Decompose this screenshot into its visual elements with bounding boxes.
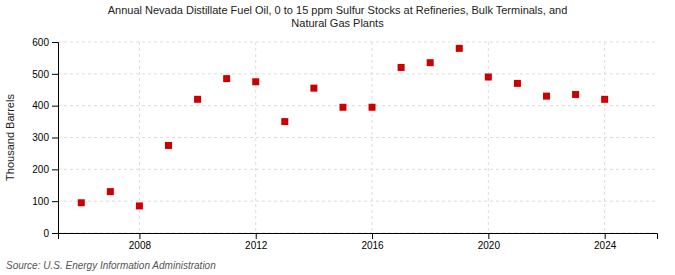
x-axis-tick-label: 2008: [129, 240, 152, 251]
y-axis-tick: 0: [43, 228, 58, 239]
point: [514, 80, 521, 87]
grid-line-y: [58, 201, 657, 202]
x-axis-tick-label: 2012: [245, 240, 268, 251]
grid-line-y: [58, 105, 657, 106]
y-axis-tick: 600: [32, 37, 58, 48]
grid-line-x: [255, 42, 256, 233]
y-axis-tick: 200: [32, 164, 58, 175]
grid-line-y: [58, 73, 657, 74]
title: Annual Nevada Distillate Fuel Oil, 0 to …: [108, 4, 568, 29]
x-axis-tick-mark: [372, 233, 373, 239]
title-line: Natural Gas Plants: [291, 17, 384, 29]
point: [136, 202, 143, 209]
point: [601, 96, 608, 103]
point: [107, 188, 114, 195]
x-axis-tick: 2024: [594, 233, 617, 251]
point: [78, 199, 85, 206]
point: [485, 74, 492, 81]
y-axis-tick-mark: [52, 233, 58, 234]
grid-line-x: [604, 42, 605, 233]
source: Source: U.S. Energy Information Administ…: [6, 260, 216, 271]
point: [281, 118, 288, 125]
chart-container: Annual Nevada Distillate Fuel Oil, 0 to …: [0, 0, 675, 275]
point: [369, 104, 376, 111]
x-axis-tick-label: 2020: [478, 240, 501, 251]
y-axis: 0 100 200 300 400 500 600: [32, 37, 58, 239]
grid-line-x: [372, 42, 373, 233]
y-axis-tick-mark: [52, 201, 58, 202]
grid: [58, 42, 657, 233]
x-axis-tick-mark: [605, 233, 606, 239]
x-axis-tick-label: 2024: [594, 240, 617, 251]
chart-svg: Annual Nevada Distillate Fuel Oil, 0 to …: [0, 0, 675, 275]
y-axis-tick-mark: [52, 42, 58, 43]
y-axis-tick-mark: [52, 169, 58, 170]
point: [165, 142, 172, 149]
x-axis-tick-label: 2016: [361, 240, 384, 251]
point: [194, 96, 201, 103]
point: [456, 45, 463, 52]
y-axis-tick-label: 500: [32, 69, 49, 80]
y-axis-tick-mark: [52, 74, 58, 75]
points: [78, 45, 608, 210]
x-axis-tick-mark: [256, 233, 257, 239]
x-axis-tick-mark: [139, 233, 140, 239]
y-axis-tick-label: 200: [32, 164, 49, 175]
y-axis-tick-label: 400: [32, 100, 49, 111]
grid-line-y: [58, 42, 657, 43]
point: [339, 104, 346, 111]
grid-line-y: [58, 169, 657, 170]
y-axis-tick-label: 100: [32, 196, 49, 207]
grid-line-x: [488, 42, 489, 233]
y-axis-line: [52, 43, 59, 234]
x-axis-tick-mark: [488, 233, 489, 239]
y-axis-tick-label: 600: [32, 37, 49, 48]
y-axis-label: Thousand Barrels: [4, 94, 16, 181]
plot-area: 2008 2012 2016 2020 2024 0 100 200 300 400 500 600: [32, 37, 657, 251]
point: [543, 93, 550, 100]
x-axis-tick: 2020: [478, 233, 501, 251]
y-axis-tick-label: 0: [43, 228, 49, 239]
point: [427, 59, 434, 66]
y-axis-tick: 500: [32, 69, 58, 80]
title-line: Annual Nevada Distillate Fuel Oil, 0 to …: [108, 4, 568, 16]
y-axis-tick-mark: [52, 106, 58, 107]
point: [310, 85, 317, 92]
point: [223, 75, 230, 82]
x-axis-tick: 2012: [245, 233, 268, 251]
x-axis-line: [59, 234, 658, 240]
y-axis-tick: 400: [32, 100, 58, 111]
y-axis-tick: 300: [32, 132, 58, 143]
x-axis-tick: 2016: [361, 233, 384, 251]
y-axis-tick-label: 300: [32, 132, 49, 143]
point: [572, 91, 579, 98]
point: [398, 64, 405, 71]
x-axis: 2008 2012 2016 2020 2024: [59, 233, 658, 251]
point: [252, 78, 259, 85]
y-axis-tick: 100: [32, 196, 58, 207]
grid-line-y: [58, 137, 657, 138]
x-axis-tick: 2008: [129, 233, 152, 251]
y-axis-tick-mark: [52, 138, 58, 139]
